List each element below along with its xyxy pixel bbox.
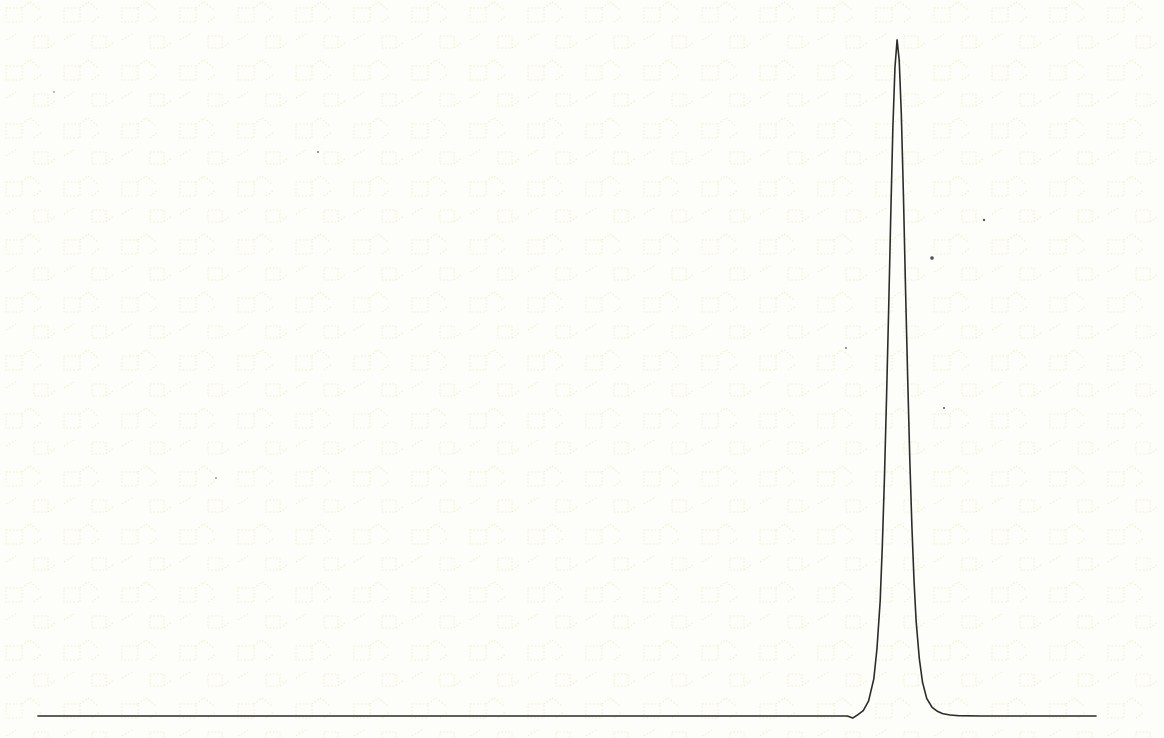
paper-speck xyxy=(317,151,319,153)
paper-speck xyxy=(215,477,217,479)
paper-speck xyxy=(982,218,986,222)
paper-speck xyxy=(930,256,934,260)
plot-area xyxy=(37,39,1097,719)
paper-speck xyxy=(53,91,55,93)
series-line xyxy=(37,39,1097,719)
paper-speck xyxy=(845,347,847,349)
paper-specks xyxy=(53,91,986,479)
peak-apex-point xyxy=(896,39,898,41)
paper-speck xyxy=(943,407,945,409)
